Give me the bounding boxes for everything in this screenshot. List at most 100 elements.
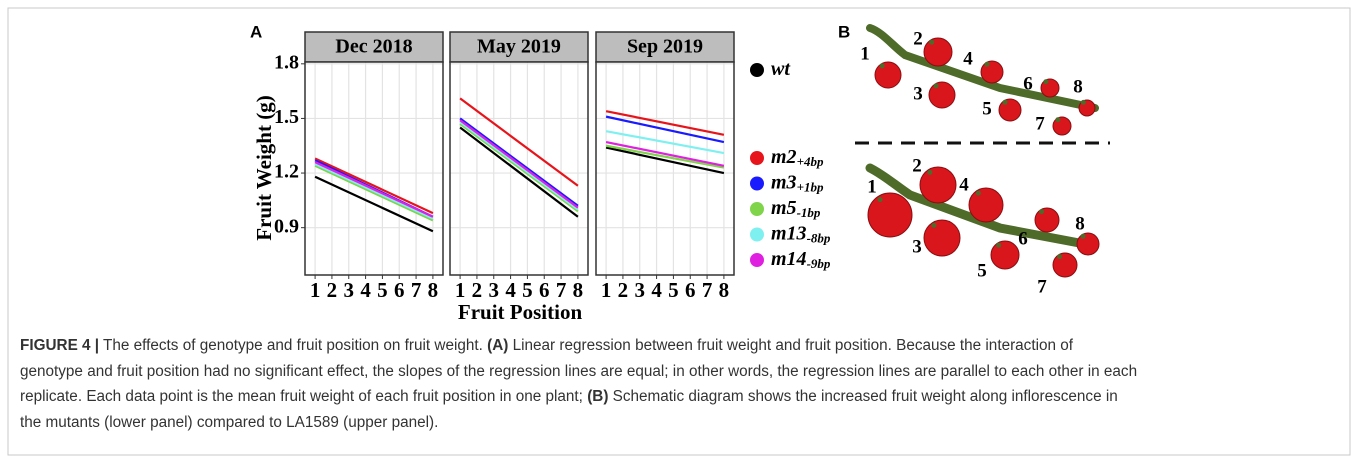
fruit [874, 61, 902, 89]
panel-border [304, 61, 444, 276]
fruit [1076, 232, 1100, 256]
caption-text: the mutants (lower panel) compared to LA… [20, 413, 439, 431]
fruit-calyx [1043, 79, 1049, 85]
fruit-calyx [879, 63, 885, 69]
regression-line [459, 97, 579, 187]
x-tick-label: 1 [455, 278, 466, 302]
fruit [990, 240, 1020, 270]
fruit [1034, 207, 1060, 233]
x-tick-label: 3 [489, 278, 500, 302]
y-tick-label: 0.9 [274, 215, 299, 237]
regression-line [314, 157, 434, 215]
fruit [1052, 252, 1078, 278]
fruit [919, 166, 957, 204]
fruit-calyx [1057, 254, 1063, 260]
legend-name: m14 [771, 248, 807, 270]
fruit-label: 6 [1018, 228, 1028, 249]
fruit-calyx [933, 83, 939, 89]
regression-line [459, 126, 579, 218]
legend-marker [750, 253, 764, 267]
regression-line [314, 161, 434, 218]
fruit-label: 7 [1037, 276, 1047, 297]
x-tick-label: 3 [635, 278, 646, 302]
x-tick-label: 1 [310, 278, 321, 302]
legend-subscript: +1bp [797, 179, 824, 194]
legend-label: wt [771, 58, 791, 80]
fruit-label: 6 [1023, 73, 1033, 94]
caption-text: (B) [587, 388, 609, 405]
fruit-label: 3 [912, 236, 922, 257]
caption-line: replicate. Each data point is the mean f… [20, 384, 1340, 410]
fruit-calyx [996, 242, 1002, 248]
legend-label: m5-1bp [771, 197, 821, 220]
legend-name: m3 [771, 171, 797, 193]
fruit [923, 219, 961, 257]
y-axis-label: Fruit Weight (g) [252, 95, 276, 240]
fruit-label: 2 [913, 28, 923, 49]
caption-text: replicate. Each data point is the mean f… [20, 388, 588, 405]
legend-name: wt [771, 58, 791, 80]
regression-line [459, 123, 579, 213]
panel-border [595, 61, 735, 276]
x-tick-label: 5 [668, 278, 679, 302]
regression-line [605, 146, 725, 175]
caption-line: FIGURE 4 | The effects of genotype and f… [20, 333, 1340, 359]
caption-text: FIGURE 4 | [20, 337, 100, 354]
x-tick-label: 2 [472, 278, 483, 302]
legend-marker [750, 176, 764, 191]
regression-line [605, 130, 725, 155]
x-tick-label: 4 [505, 278, 516, 302]
y-tick-label: 1.8 [274, 51, 299, 73]
fruit-label: 5 [982, 98, 992, 119]
fruit-calyx [929, 39, 935, 45]
caption-text: Linear regression between fruit weight a… [508, 337, 1073, 354]
facet-strip [449, 31, 589, 63]
x-tick-label: 8 [573, 278, 584, 302]
legend-label: m2+4bp [771, 146, 824, 169]
facet-title: May 2019 [477, 36, 561, 58]
fruit-calyx [1055, 117, 1061, 123]
fruit-label: 1 [860, 43, 870, 64]
fruit-label: 2 [912, 155, 922, 176]
legend-label: m13-8bp [771, 222, 831, 245]
caption-line: genotype and fruit position had no signi… [20, 359, 1340, 385]
fruit-label: 3 [913, 83, 923, 104]
stem [866, 24, 1099, 112]
legend-subscript: -9bp [807, 256, 831, 271]
caption-text: genotype and fruit position had no signi… [20, 362, 1138, 380]
fruit-label: 5 [977, 260, 987, 281]
regression-line [605, 144, 725, 169]
x-tick-label: 6 [539, 278, 550, 302]
fruit-label: 4 [963, 48, 973, 69]
x-tick-label: 2 [327, 278, 338, 302]
fruit [867, 192, 913, 238]
fruit [968, 187, 1004, 223]
fruit-label: 8 [1075, 213, 1085, 234]
legend-subscript: -1bp [797, 205, 821, 220]
caption-text: (A) [487, 337, 509, 354]
fruit-label: 4 [959, 174, 969, 195]
caption-text: Schematic diagram shows the increased fr… [608, 388, 1118, 405]
plot-panel [596, 62, 734, 275]
caption-text: The effects of genotype and fruit positi… [99, 337, 488, 354]
fruit-calyx [984, 61, 990, 67]
diagram [855, 24, 1110, 250]
regression-line [314, 162, 434, 220]
fruit-calyx [877, 197, 883, 203]
fruit [928, 81, 956, 109]
regression-line [605, 110, 725, 136]
facet-title: Sep 2019 [627, 36, 703, 58]
regression-line [605, 141, 725, 167]
y-tick-label: 1.5 [274, 106, 299, 128]
regression-line [605, 115, 725, 144]
fruit-label: 7 [1035, 113, 1045, 134]
fruit-calyx [1039, 209, 1045, 215]
panel-label: B [838, 22, 850, 41]
fruit-calyx [1080, 233, 1086, 239]
x-tick-label: 5 [522, 278, 533, 302]
fruit-calyx [1080, 99, 1086, 105]
regression-line [314, 164, 434, 222]
fruit [980, 60, 1004, 84]
facet-strip [595, 31, 735, 63]
